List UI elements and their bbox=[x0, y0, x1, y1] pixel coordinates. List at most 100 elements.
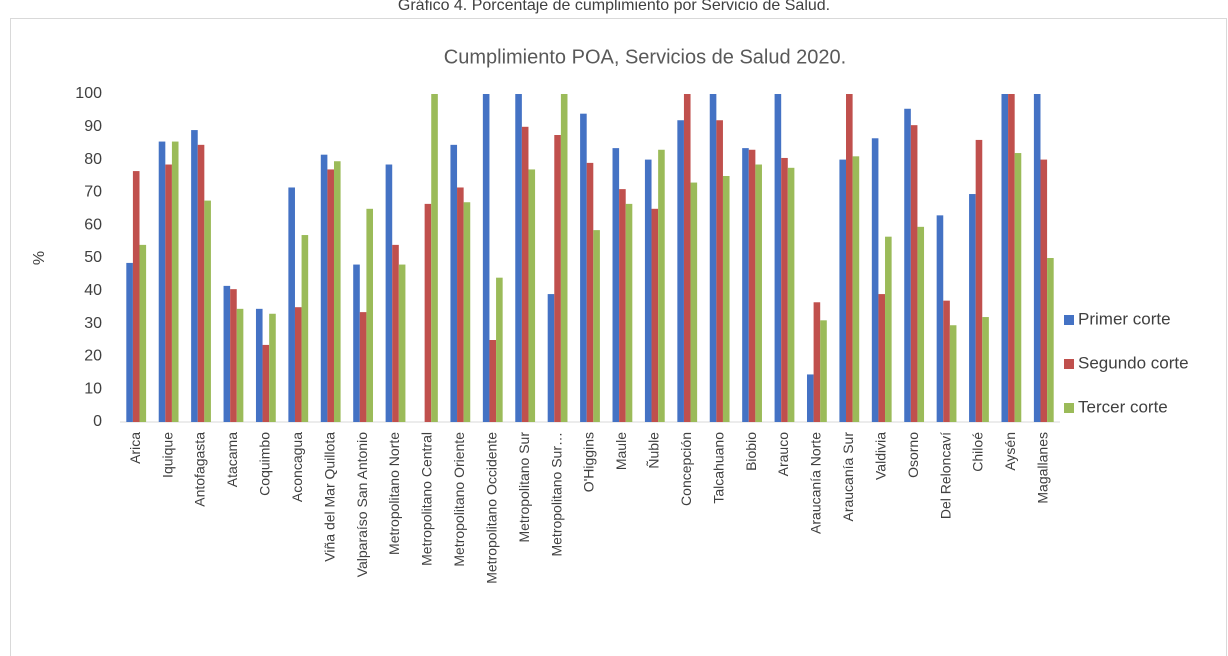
bar bbox=[1008, 94, 1015, 422]
bar bbox=[165, 164, 172, 422]
x-tick-label: Viña del Mar Quillota bbox=[321, 432, 337, 562]
bar bbox=[846, 94, 853, 422]
bar bbox=[547, 294, 555, 422]
x-tick-label: Metropolitano Norte bbox=[386, 432, 402, 555]
bar bbox=[489, 340, 497, 422]
bar bbox=[288, 187, 295, 422]
bar bbox=[496, 277, 503, 422]
bar bbox=[904, 108, 911, 422]
bar bbox=[191, 130, 198, 422]
y-tick-label: 40 bbox=[84, 282, 102, 299]
bar bbox=[431, 94, 438, 422]
bar bbox=[644, 159, 652, 422]
bar bbox=[262, 344, 270, 422]
bar bbox=[787, 167, 795, 422]
bar bbox=[223, 285, 231, 422]
bar bbox=[1040, 159, 1048, 422]
bar bbox=[651, 208, 659, 422]
x-tick-label: Valdivia bbox=[872, 432, 888, 480]
bar bbox=[936, 215, 944, 422]
legend-label: Primer corte bbox=[1078, 309, 1171, 328]
y-tick-label: 70 bbox=[84, 184, 102, 201]
x-tick-label: Metropolitano Central bbox=[419, 432, 435, 566]
bar bbox=[806, 374, 814, 422]
x-tick-label: Metropolitano Sur bbox=[516, 432, 532, 543]
y-axis-label: % bbox=[31, 251, 48, 265]
bar bbox=[852, 156, 860, 422]
bar bbox=[586, 162, 594, 422]
bar bbox=[366, 208, 374, 422]
bar bbox=[742, 148, 749, 422]
y-tick-label: 100 bbox=[75, 85, 102, 102]
bar bbox=[392, 244, 399, 422]
bar bbox=[1001, 94, 1009, 422]
bar bbox=[885, 236, 892, 422]
bar bbox=[301, 235, 309, 422]
bar bbox=[171, 141, 179, 422]
x-tick-label: Osorno bbox=[905, 432, 921, 478]
x-tick-label: Chiloé bbox=[970, 432, 986, 472]
x-tick-label: Metropolitano Occidente bbox=[483, 432, 499, 584]
y-tick-label: 60 bbox=[84, 216, 102, 233]
bar bbox=[612, 148, 620, 422]
y-tick-label: 10 bbox=[84, 380, 102, 397]
bar bbox=[820, 320, 827, 422]
bar bbox=[982, 317, 989, 422]
bar bbox=[204, 200, 211, 422]
x-tick-label: Araucanía Sur bbox=[840, 432, 856, 522]
bar bbox=[658, 149, 665, 422]
bar bbox=[722, 176, 730, 422]
bar bbox=[969, 194, 976, 422]
bar bbox=[677, 120, 684, 423]
bar bbox=[716, 120, 723, 423]
x-tick-label: Arauco bbox=[775, 432, 791, 477]
x-tick-label: Araucanía Norte bbox=[808, 432, 824, 534]
x-tick-label: Ñuble bbox=[646, 432, 662, 469]
bar bbox=[139, 244, 147, 422]
bar bbox=[424, 203, 432, 422]
y-tick-label: 90 bbox=[84, 118, 102, 135]
x-tick-label: Magallanes bbox=[1034, 432, 1050, 504]
caption: Gráfico 4. Porcentaje de cumplimiento po… bbox=[398, 0, 830, 14]
bar bbox=[197, 144, 205, 422]
bar bbox=[781, 157, 788, 422]
bar bbox=[385, 164, 393, 422]
bar bbox=[515, 94, 522, 422]
bar bbox=[774, 94, 782, 422]
bar bbox=[320, 154, 328, 422]
bar bbox=[619, 189, 626, 422]
x-tick-label: Arica bbox=[127, 432, 143, 464]
bar bbox=[709, 94, 717, 422]
bar bbox=[554, 135, 561, 422]
bar bbox=[1033, 94, 1041, 422]
bar bbox=[1014, 153, 1022, 423]
bar bbox=[398, 264, 406, 422]
bar bbox=[132, 171, 140, 422]
bar bbox=[943, 300, 950, 422]
x-tick-label: Aysén bbox=[1002, 432, 1018, 471]
x-tick-label: Atacama bbox=[224, 432, 240, 487]
x-tick-label: Antofagasta bbox=[192, 432, 208, 507]
x-tick-label: Metropolitano Sur… bbox=[548, 432, 564, 557]
legend-label: Segundo corte bbox=[1078, 353, 1189, 372]
bar bbox=[748, 149, 756, 422]
x-tick-label: Biobio bbox=[743, 432, 759, 471]
bar bbox=[521, 126, 529, 423]
bar bbox=[126, 262, 133, 422]
x-tick-label: Maule bbox=[613, 432, 629, 470]
x-tick-label: Valparaíso San Antonio bbox=[354, 432, 370, 578]
bar bbox=[1047, 258, 1054, 422]
chart-title: Cumplimiento POA, Servicios de Salud 202… bbox=[444, 46, 846, 68]
bar bbox=[878, 294, 886, 422]
bar bbox=[255, 308, 263, 422]
bar bbox=[158, 141, 166, 422]
bar bbox=[813, 302, 821, 422]
x-tick-label: Coquimbo bbox=[257, 432, 273, 496]
x-tick-label: Aconcagua bbox=[289, 432, 305, 502]
y-tick-label: 0 bbox=[93, 413, 102, 430]
bar bbox=[482, 94, 490, 422]
bar bbox=[528, 169, 536, 422]
bar bbox=[683, 94, 691, 422]
bar bbox=[294, 307, 302, 422]
bar bbox=[353, 264, 360, 422]
